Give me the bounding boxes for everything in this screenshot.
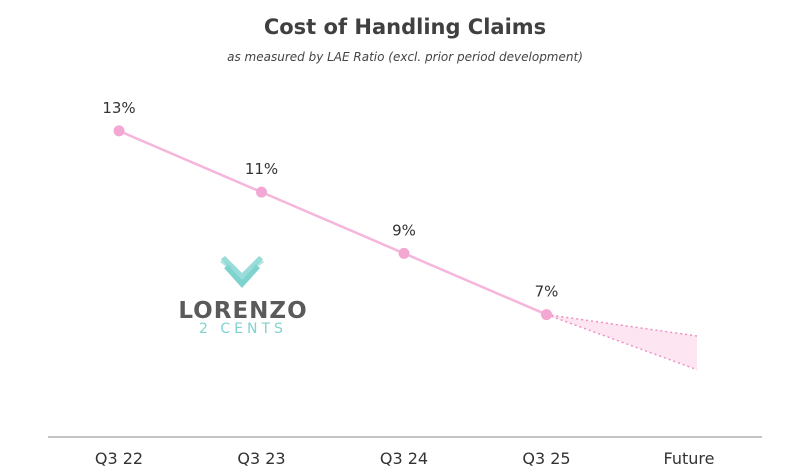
series-layer bbox=[118, 129, 547, 316]
data-label: 13% bbox=[102, 99, 135, 117]
x-tick-label: Q3 25 bbox=[522, 449, 570, 468]
logo-tagline: 2 CENTS bbox=[199, 321, 287, 337]
chart-title: Cost of Handling Claims bbox=[264, 15, 546, 39]
data-label: 9% bbox=[392, 221, 416, 239]
x-tick-label: Q3 22 bbox=[95, 449, 143, 468]
x-axis-tick-labels: Q3 22 Q3 23 Q3 24 Q3 25 Future bbox=[95, 449, 715, 468]
projection-layer bbox=[546, 313, 698, 371]
x-tick-label: Q3 23 bbox=[237, 449, 285, 468]
series-line bbox=[118, 129, 547, 316]
projection-upper-line bbox=[546, 313, 698, 337]
data-label: 7% bbox=[535, 283, 559, 301]
chart-subtitle: as measured by LAE Ratio (excl. prior pe… bbox=[227, 50, 583, 64]
wing-chevron-icon bbox=[220, 256, 264, 288]
data-labels: 13% 11% 9% 7% bbox=[102, 99, 558, 301]
data-point bbox=[113, 125, 125, 137]
logo-name: LORENZO bbox=[178, 298, 307, 324]
x-tick-label: Future bbox=[664, 449, 715, 468]
data-label: 11% bbox=[245, 160, 278, 178]
projection-lower-line bbox=[546, 313, 698, 371]
lorenzo-logo: LORENZO 2 CENTS bbox=[178, 256, 307, 337]
data-point bbox=[398, 247, 410, 259]
x-tick-label: Q3 24 bbox=[380, 449, 428, 468]
data-point bbox=[541, 309, 552, 321]
points-layer bbox=[113, 125, 552, 321]
data-point bbox=[256, 186, 267, 198]
